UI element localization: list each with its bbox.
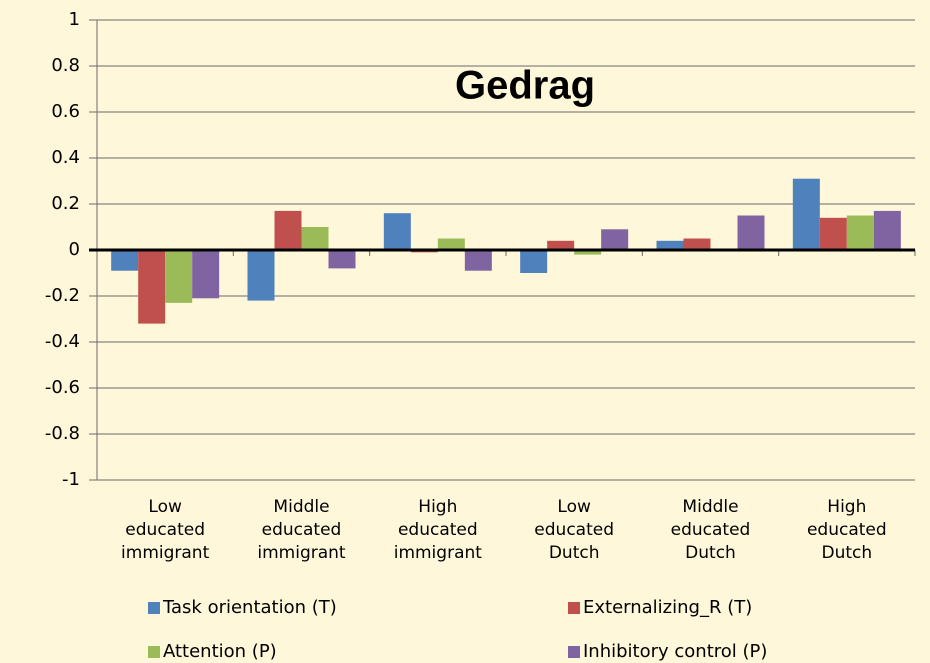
- x-tick-label: educated: [398, 520, 478, 540]
- bar: [247, 250, 275, 301]
- bar: [111, 250, 139, 271]
- legend-swatch: [568, 602, 580, 614]
- bar: [792, 178, 820, 250]
- x-tick-label: educated: [125, 520, 205, 540]
- legend-label: Task orientation (T): [162, 597, 337, 618]
- y-tick-label: -0.6: [45, 377, 80, 398]
- legend-swatch: [148, 602, 160, 614]
- x-tick-label: educated: [262, 520, 342, 540]
- bar: [656, 240, 684, 250]
- x-tick-label: immigrant: [257, 543, 346, 563]
- bar: [437, 238, 465, 250]
- x-tick-label: educated: [534, 520, 614, 540]
- x-tick-label: High: [827, 497, 866, 517]
- chart-title: Gedrag: [455, 64, 595, 108]
- y-tick-label: 0.8: [51, 55, 80, 76]
- legend-label: Inhibitory control (P): [583, 641, 767, 662]
- bar: [683, 238, 711, 250]
- bar: [301, 227, 329, 250]
- bar: [846, 215, 874, 250]
- x-tick-label: educated: [807, 520, 887, 540]
- bar: [328, 250, 356, 269]
- y-tick-label: -0.8: [45, 423, 80, 444]
- y-tick-label: -1: [62, 469, 80, 490]
- bar: [464, 250, 492, 271]
- bar: [274, 210, 302, 250]
- bar: [383, 213, 411, 250]
- x-tick-label: Dutch: [685, 543, 736, 563]
- bar: [547, 240, 575, 250]
- bar: [165, 250, 193, 303]
- bar: [601, 229, 629, 250]
- x-tick-label: Middle: [273, 497, 329, 517]
- x-tick-label: Dutch: [549, 543, 600, 563]
- bar: [819, 217, 847, 250]
- y-tick-label: -0.2: [45, 285, 80, 306]
- x-tick-label: Low: [148, 497, 182, 517]
- x-tick-label: Low: [557, 497, 591, 517]
- bar: [520, 250, 548, 273]
- bar: [873, 210, 901, 250]
- bar: [192, 250, 220, 299]
- x-tick-label: immigrant: [121, 543, 210, 563]
- bar: [138, 250, 166, 324]
- y-tick-label: -0.4: [45, 331, 80, 352]
- legend-swatch: [568, 646, 580, 658]
- legend-label: Externalizing_R (T): [583, 597, 752, 618]
- y-tick-label: 0.4: [51, 147, 80, 168]
- x-tick-label: Dutch: [822, 543, 873, 563]
- y-tick-label: 0.6: [51, 101, 80, 122]
- x-tick-label: High: [418, 497, 457, 517]
- legend-swatch: [148, 646, 160, 658]
- x-tick-label: immigrant: [394, 543, 483, 563]
- y-tick-label: 0.2: [51, 193, 80, 214]
- bar: [574, 250, 602, 255]
- x-tick-label: Middle: [682, 497, 738, 517]
- y-tick-label: 0: [69, 239, 80, 260]
- x-tick-label: educated: [671, 520, 751, 540]
- y-tick-label: 1: [69, 9, 80, 30]
- legend-label: Attention (P): [163, 641, 277, 662]
- bar: [737, 215, 765, 250]
